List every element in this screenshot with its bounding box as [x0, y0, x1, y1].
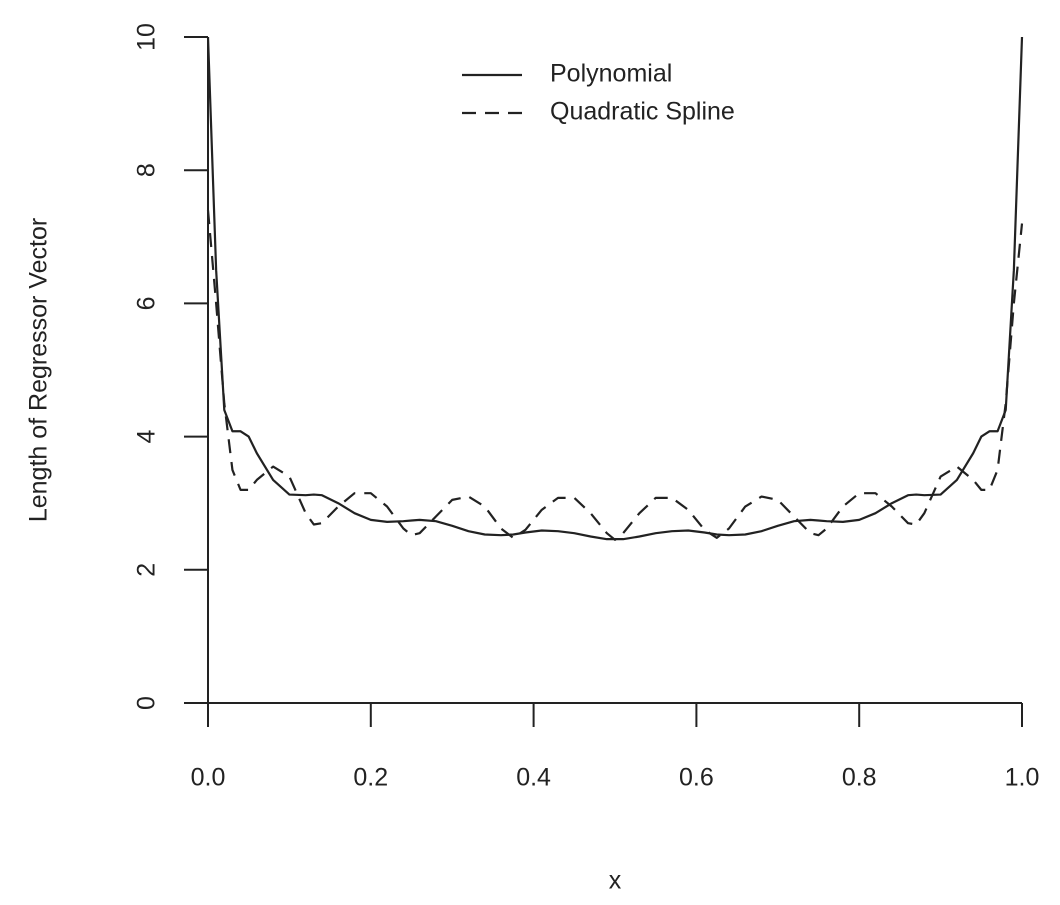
- y-tick-label: 4: [133, 430, 161, 444]
- x-tick-label: 0.2: [353, 764, 388, 792]
- x-tick-label: 0.8: [842, 764, 877, 792]
- y-axis-label: Length of Regressor Vector: [25, 218, 53, 522]
- legend-label: Polynomial: [550, 60, 672, 88]
- x-tick-label: 0.0: [191, 764, 226, 792]
- legend-label: Quadratic Spline: [550, 98, 735, 126]
- y-tick-label: 6: [133, 296, 161, 310]
- x-axis-label: x: [609, 867, 622, 895]
- series-line: [206, 210, 1024, 541]
- y-tick-label: 10: [133, 23, 161, 51]
- x-tick-label: 0.6: [679, 764, 714, 792]
- y-tick-label: 8: [133, 163, 161, 177]
- x-tick-label: 0.4: [516, 764, 551, 792]
- x-tick-label: 1.0: [1005, 764, 1040, 792]
- y-tick-label: 2: [133, 563, 161, 577]
- y-tick-label: 0: [133, 696, 161, 710]
